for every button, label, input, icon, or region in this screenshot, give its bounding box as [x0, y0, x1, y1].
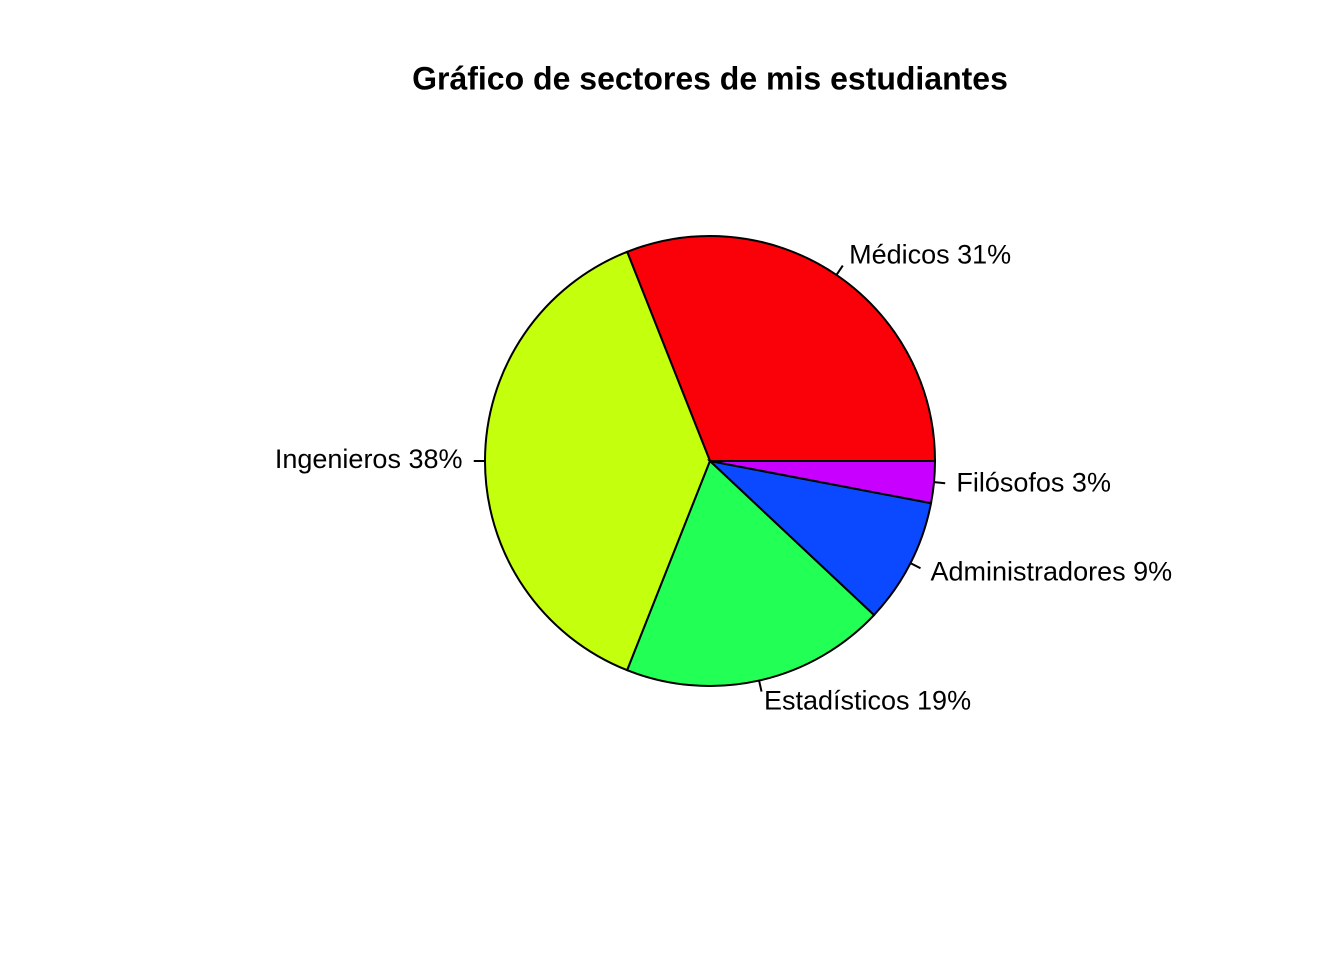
slice-label: Filósofos 3% [956, 467, 1111, 497]
label-tick [933, 481, 946, 485]
slice-label: Ingenieros 38% [275, 444, 463, 474]
slice-label: Médicos 31% [849, 239, 1011, 269]
label-tick [835, 265, 844, 276]
label-tick [758, 680, 763, 692]
slice-label: Estadísticos 19% [764, 686, 971, 716]
slice-label: Administradores 9% [931, 556, 1173, 586]
label-tick [910, 562, 921, 570]
pie-slice [706, 459, 933, 617]
pie-slice [484, 250, 712, 672]
chart-title: Gráfico de sectores de mis estudiantes [412, 60, 1008, 96]
